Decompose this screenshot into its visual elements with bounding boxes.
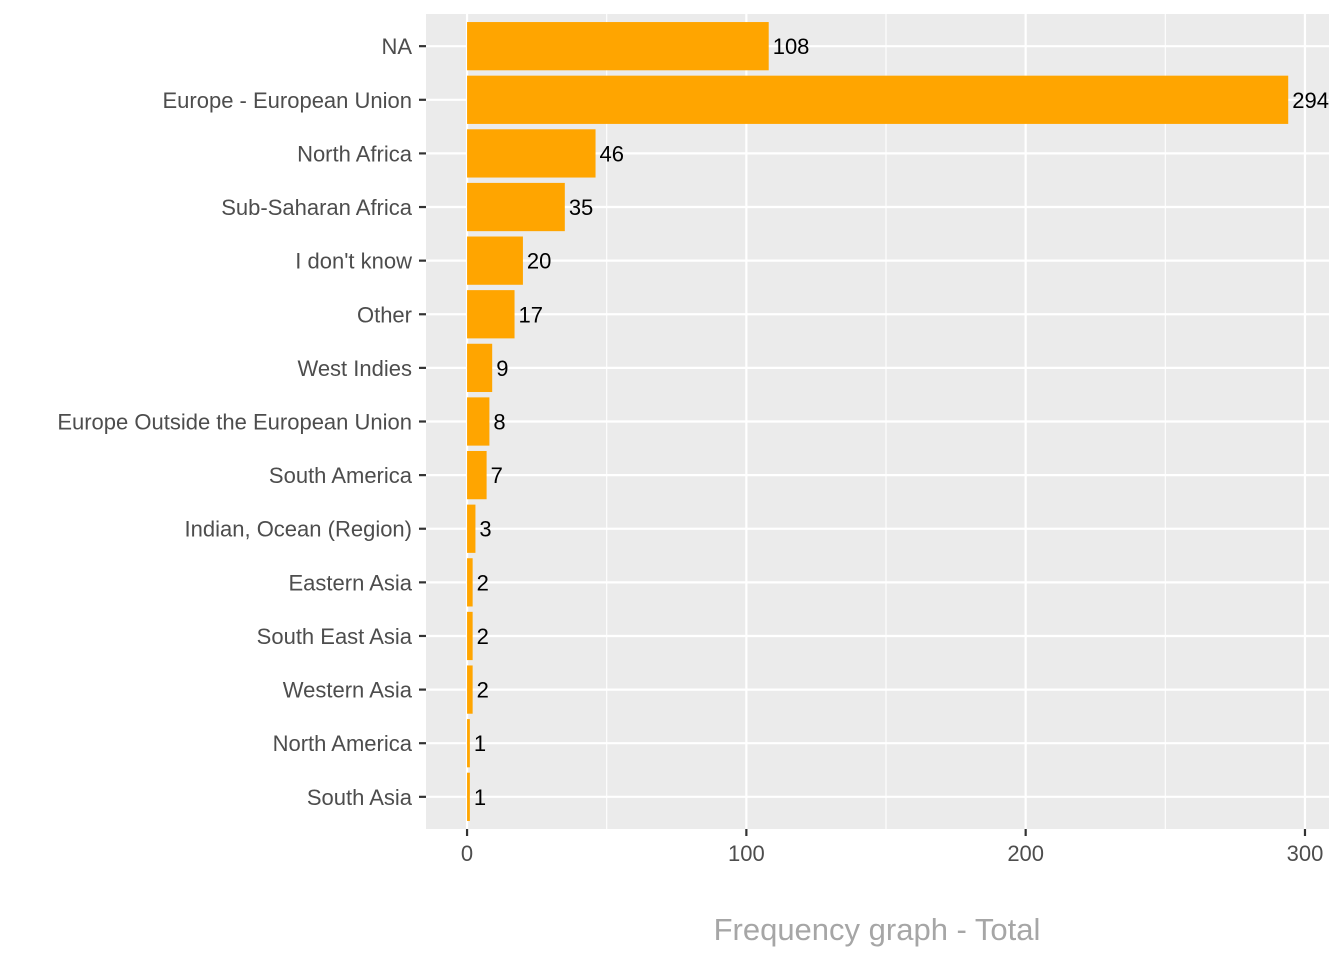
bar <box>467 665 473 714</box>
x-tick-label: 300 <box>1287 841 1324 866</box>
data-label: 108 <box>773 34 810 59</box>
y-tick-label: North Africa <box>297 141 413 166</box>
y-tick-label: Europe Outside the European Union <box>57 410 412 435</box>
y-tick-label: Eastern Asia <box>288 570 412 595</box>
y-tick-label: Europe - European Union <box>163 88 413 113</box>
data-label: 9 <box>496 356 508 381</box>
data-label: 1 <box>474 731 486 756</box>
data-label: 2 <box>477 570 489 595</box>
y-tick-label: Sub-Saharan Africa <box>221 195 413 220</box>
bar <box>467 22 769 71</box>
bar <box>467 182 565 232</box>
y-tick-label: South East Asia <box>257 624 413 649</box>
bar <box>467 450 487 500</box>
bar <box>467 343 493 393</box>
data-label: 8 <box>493 410 505 435</box>
y-tick-label: I don't know <box>295 249 412 274</box>
x-tick-label: 0 <box>461 841 473 866</box>
data-label: 2 <box>477 678 489 703</box>
x-tick-label: 200 <box>1007 841 1044 866</box>
data-label: 46 <box>600 141 624 166</box>
y-tick-label: South Asia <box>307 785 413 810</box>
data-label: 20 <box>527 249 551 274</box>
bar <box>467 558 473 607</box>
y-tick-label: South America <box>269 463 413 488</box>
bar <box>467 397 490 446</box>
y-tick-label: West Indies <box>297 356 412 381</box>
bar <box>467 290 515 339</box>
bar <box>467 236 523 285</box>
bar <box>467 611 473 661</box>
bar <box>467 719 470 768</box>
data-label: 1 <box>474 785 486 810</box>
x-axis-title: Frequency graph - Total <box>714 912 1041 947</box>
bar <box>467 772 470 821</box>
bar <box>467 75 1289 124</box>
y-tick-label: Western Asia <box>283 678 413 703</box>
data-label: 7 <box>491 463 503 488</box>
y-tick-label: Indian, Ocean (Region) <box>185 517 412 542</box>
data-label: 294 <box>1292 88 1329 113</box>
x-tick-label: 100 <box>728 841 765 866</box>
data-label: 35 <box>569 195 593 220</box>
bar <box>467 504 476 553</box>
bar <box>467 129 596 178</box>
y-tick-label: NA <box>381 34 412 59</box>
data-label: 3 <box>479 517 491 542</box>
data-label: 17 <box>519 302 543 327</box>
y-tick-label: Other <box>357 302 412 327</box>
data-label: 2 <box>477 624 489 649</box>
y-tick-label: North America <box>273 731 413 756</box>
